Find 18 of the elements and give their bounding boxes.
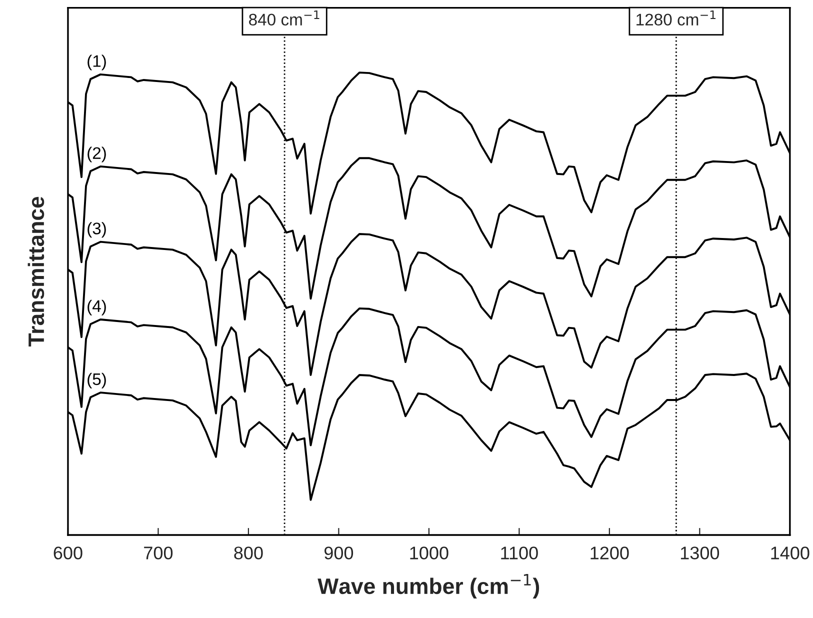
series-label: (5) — [88, 372, 106, 388]
x-tick-label: 800 — [234, 546, 263, 560]
x-tick-label: 1200 — [590, 546, 629, 560]
x-tick-label: 1000 — [410, 546, 448, 560]
x-tick-label: 1100 — [501, 546, 538, 560]
x-tick-label: 600 — [54, 546, 82, 560]
series-label: (3) — [88, 222, 106, 238]
x-tick-label: 700 — [144, 546, 173, 560]
y-axis-title: Transmittance — [28, 196, 44, 347]
x-axis-title: Wave number (cm$^{−1}$) — [318, 574, 540, 599]
x-tick-label: 900 — [324, 546, 354, 560]
series-label: (1) — [88, 54, 106, 70]
series-label: (2) — [88, 146, 106, 162]
x-tick-label: 1300 — [680, 546, 720, 560]
x-tick-label: 1400 — [771, 546, 810, 560]
series-label: (4) — [88, 300, 106, 316]
ref-line-label: 840 cm$^{−1}$ — [249, 10, 320, 26]
ref-line-label: 1280 cm$^{−1}$ — [636, 10, 716, 26]
